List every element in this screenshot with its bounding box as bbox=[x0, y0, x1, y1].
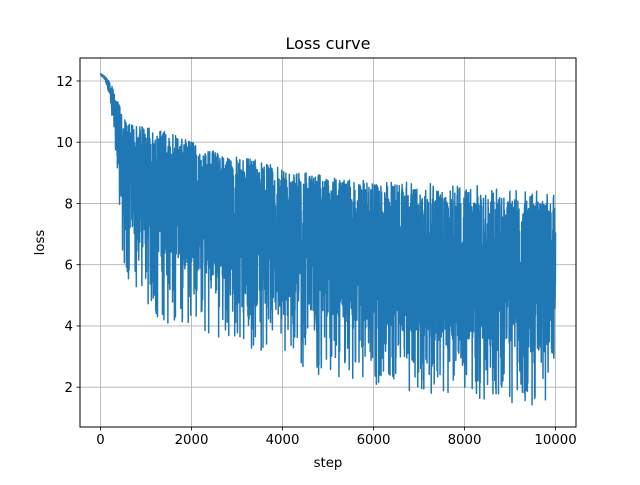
x-tick-label: 8000 bbox=[448, 433, 482, 448]
chart-title: Loss curve bbox=[285, 34, 370, 53]
y-tick-label: 6 bbox=[65, 259, 73, 274]
y-tick-label: 8 bbox=[65, 197, 73, 212]
x-tick-label: 4000 bbox=[266, 433, 300, 448]
y-axis-label: loss bbox=[33, 230, 48, 256]
y-tick-label: 12 bbox=[56, 75, 73, 90]
y-tick-label: 4 bbox=[65, 320, 73, 335]
loss-series-line bbox=[99, 73, 557, 406]
x-tick-label: 0 bbox=[96, 433, 104, 448]
x-axis-label: step bbox=[314, 456, 343, 471]
y-tick-label: 10 bbox=[56, 136, 73, 151]
y-tick-label: 2 bbox=[65, 381, 73, 396]
axes-frame bbox=[79, 57, 577, 428]
x-tick-label: 6000 bbox=[357, 433, 391, 448]
x-tick-label: 10000 bbox=[534, 433, 576, 448]
tick-layer: 0 2000 4000 6000 8000 10000 2 4 6 8 10 12 bbox=[56, 75, 577, 448]
data-layer bbox=[99, 73, 557, 406]
x-tick-label: 2000 bbox=[175, 433, 209, 448]
